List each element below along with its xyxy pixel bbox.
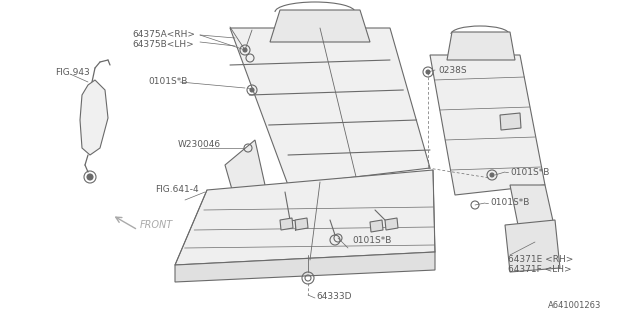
Polygon shape bbox=[270, 10, 370, 42]
Text: 64375B<LH>: 64375B<LH> bbox=[132, 40, 194, 49]
Circle shape bbox=[243, 48, 247, 52]
Polygon shape bbox=[370, 220, 383, 232]
Polygon shape bbox=[175, 170, 435, 265]
Polygon shape bbox=[385, 218, 398, 230]
Circle shape bbox=[426, 70, 430, 74]
Text: 64371F <LH>: 64371F <LH> bbox=[508, 265, 572, 274]
Polygon shape bbox=[175, 252, 435, 282]
Circle shape bbox=[87, 174, 93, 180]
Text: 0101S*B: 0101S*B bbox=[490, 198, 529, 207]
Polygon shape bbox=[500, 113, 521, 130]
Text: 64333D: 64333D bbox=[316, 292, 351, 301]
Polygon shape bbox=[510, 185, 555, 235]
Polygon shape bbox=[430, 55, 545, 195]
Polygon shape bbox=[447, 32, 515, 60]
Polygon shape bbox=[230, 28, 430, 185]
Text: 0101S*B: 0101S*B bbox=[510, 168, 549, 177]
Text: FIG.943: FIG.943 bbox=[55, 68, 90, 77]
Polygon shape bbox=[295, 218, 308, 230]
Polygon shape bbox=[280, 218, 293, 230]
Text: 0238S: 0238S bbox=[438, 66, 467, 75]
Text: W230046: W230046 bbox=[178, 140, 221, 149]
Text: 0101S*B: 0101S*B bbox=[352, 236, 392, 244]
Text: 64375A<RH>: 64375A<RH> bbox=[132, 30, 195, 39]
Text: 0101S*B: 0101S*B bbox=[148, 77, 188, 86]
Circle shape bbox=[250, 88, 254, 92]
Text: FRONT: FRONT bbox=[140, 220, 173, 230]
Text: 64371E <RH>: 64371E <RH> bbox=[508, 255, 573, 264]
Polygon shape bbox=[225, 140, 265, 200]
Polygon shape bbox=[505, 220, 560, 272]
Circle shape bbox=[490, 173, 494, 177]
Polygon shape bbox=[80, 80, 108, 155]
Text: A641001263: A641001263 bbox=[548, 301, 602, 310]
Text: FIG.641-4: FIG.641-4 bbox=[155, 185, 198, 194]
